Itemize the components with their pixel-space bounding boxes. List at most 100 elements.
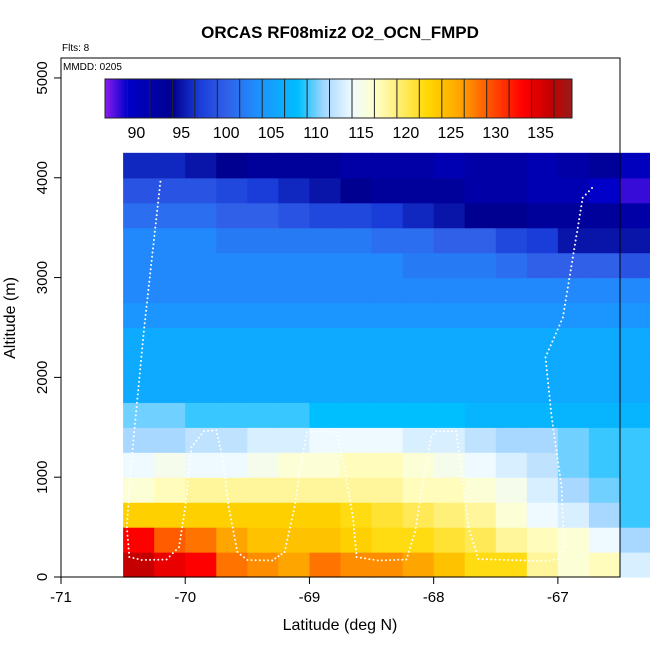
- track-point: [561, 499, 564, 501]
- track-point: [546, 377, 549, 380]
- heatmap-cell: [402, 227, 435, 254]
- track-point: [141, 347, 144, 350]
- track-point: [561, 516, 564, 519]
- track-point: [149, 268, 152, 271]
- track-point: [416, 518, 418, 521]
- track-point: [460, 466, 462, 469]
- track-point: [372, 558, 375, 561]
- heatmap-cell: [588, 452, 621, 478]
- track-point: [130, 460, 133, 463]
- heatmap-cell: [464, 377, 497, 403]
- flight-track: [125, 180, 593, 562]
- heatmap-cell: [247, 502, 279, 528]
- track-point: [129, 468, 132, 471]
- track-point: [134, 414, 137, 417]
- track-point: [185, 497, 188, 500]
- track-point: [127, 497, 130, 500]
- track-point: [354, 548, 357, 551]
- track-point: [274, 557, 277, 560]
- heatmap-cell: [588, 277, 621, 304]
- heatmap-cell: [278, 202, 311, 229]
- heatmap-cell: [588, 427, 621, 453]
- x-axis-label: Latitude (deg N): [283, 617, 398, 634]
- track-point: [153, 230, 156, 233]
- heatmap-cell: [123, 227, 155, 254]
- track-point: [183, 510, 186, 513]
- track-point: [469, 534, 472, 537]
- track-point: [352, 520, 355, 523]
- track-point: [178, 546, 180, 549]
- track-point: [144, 318, 147, 321]
- track-point: [465, 513, 468, 516]
- heatmap-cell: [278, 177, 311, 204]
- heatmap-cell: [123, 452, 155, 478]
- heatmap-cell: [526, 377, 559, 403]
- track-point: [126, 534, 129, 537]
- heatmap-cell: [588, 152, 621, 179]
- track-point: [409, 546, 412, 549]
- track-point: [218, 444, 221, 447]
- heatmap-cell: [371, 477, 404, 503]
- track-point: [129, 476, 132, 479]
- heatmap-cell: [557, 177, 590, 204]
- track-point: [575, 235, 578, 238]
- track-point: [154, 226, 157, 229]
- heatmap-cell: [247, 277, 279, 304]
- heatmap-cell: [340, 502, 373, 528]
- track-point: [184, 501, 187, 504]
- heatmap-cell: [185, 552, 217, 578]
- track-point: [550, 412, 553, 414]
- heatmap-cell: [216, 277, 248, 304]
- track-point: [458, 454, 461, 457]
- heatmap-cell: [309, 327, 342, 354]
- track-point: [140, 351, 143, 354]
- heatmap-cell: [154, 427, 186, 453]
- heatmap-cell: [526, 277, 559, 304]
- heatmap-cell: [620, 252, 650, 279]
- track-point: [562, 533, 565, 536]
- track-point: [562, 541, 565, 544]
- track-point: [151, 255, 154, 258]
- heatmap-cell: [123, 552, 155, 578]
- heatmap-cell: [216, 327, 248, 354]
- heatmap-cell: [620, 377, 650, 403]
- track-point: [130, 464, 133, 467]
- heatmap-cell: [278, 327, 311, 354]
- track-point: [427, 448, 430, 451]
- track-point: [561, 507, 564, 510]
- track-point: [364, 557, 367, 560]
- track-point: [564, 303, 566, 306]
- heatmap-cell: [371, 527, 404, 553]
- track-point: [134, 422, 136, 425]
- track-point: [462, 483, 465, 486]
- heatmap-cell: [557, 427, 590, 453]
- track-point: [464, 500, 467, 503]
- track-point: [414, 526, 417, 529]
- track-point: [143, 326, 146, 329]
- heatmap-cell: [340, 152, 373, 179]
- track-point: [126, 538, 129, 541]
- track-point: [345, 478, 348, 481]
- heatmap-cell: [247, 552, 279, 578]
- heatmap-cell: [620, 552, 650, 578]
- track-point: [354, 540, 357, 543]
- colorbar-tick-label: 95: [172, 125, 190, 142]
- track-point: [545, 365, 548, 367]
- track-point: [425, 464, 427, 467]
- heatmap-cell: [371, 252, 404, 279]
- track-point: [463, 491, 466, 494]
- heatmap-cell: [402, 327, 435, 354]
- track-point: [135, 410, 138, 413]
- track-point: [560, 490, 563, 493]
- date-annotation: MMDD: 0205: [63, 62, 122, 73]
- heatmap-cell: [247, 177, 279, 204]
- track-point: [128, 556, 131, 558]
- track-point: [417, 510, 420, 512]
- track-point: [481, 558, 484, 561]
- heatmap-cell: [371, 427, 404, 453]
- track-point: [225, 489, 228, 492]
- heatmap-cell: [340, 327, 373, 354]
- track-point: [128, 551, 130, 554]
- y-tick-label: 5000: [34, 61, 51, 94]
- track-point: [289, 526, 291, 529]
